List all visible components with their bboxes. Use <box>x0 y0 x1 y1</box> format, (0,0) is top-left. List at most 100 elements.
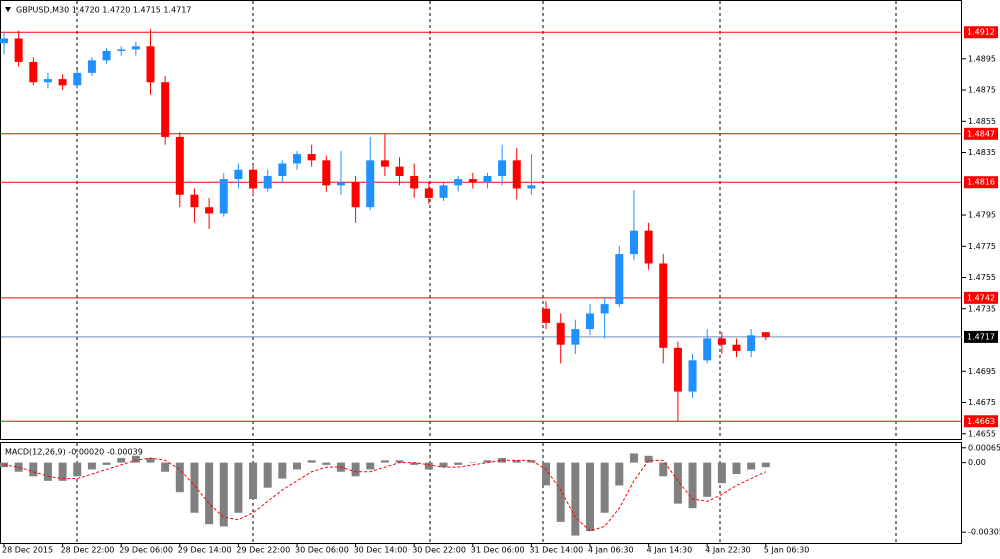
macd-frame <box>0 442 962 544</box>
macd-bar <box>380 460 389 463</box>
y-tick-label: 1.4775 <box>968 242 996 251</box>
macd-bar <box>439 462 448 468</box>
macd-bar <box>556 462 565 522</box>
macd-bar <box>586 462 594 532</box>
macd-bar <box>190 462 199 513</box>
level-label: 1.4742 <box>967 293 995 302</box>
macd-bar <box>717 462 726 484</box>
y-tick-label: 1.4655 <box>968 429 996 438</box>
y-tick-label: 1.4695 <box>968 367 996 376</box>
macd-bar <box>395 460 404 463</box>
macd-bar <box>58 462 67 481</box>
macd-bar <box>0 462 8 468</box>
macd-bar <box>629 453 638 463</box>
candle-body <box>424 188 433 198</box>
candle-body <box>263 175 272 189</box>
level-label: 1.4663 <box>967 417 995 426</box>
macd-bar <box>483 460 492 463</box>
macd-bar <box>424 462 433 470</box>
x-tick-label: 4 Jan 22:30 <box>705 546 751 555</box>
level-label-bg <box>964 176 998 189</box>
macd-bar <box>542 462 551 486</box>
chart-title: GBPUSD,M30 1.4720 1.4720 1.4715 1.4717 <box>16 6 191 15</box>
macd-bar <box>410 462 419 465</box>
candle-body <box>161 82 170 137</box>
candle-body <box>249 169 258 189</box>
macd-bar <box>468 462 477 464</box>
candle-body <box>117 49 126 51</box>
macd-bar <box>527 460 536 463</box>
candle-body <box>307 154 316 161</box>
x-tick-label: 31 Dec 06:00 <box>471 546 525 555</box>
candle-body <box>644 230 653 264</box>
macd-bar <box>131 455 140 463</box>
candle-body <box>278 163 287 176</box>
level-label: 1.4847 <box>967 129 995 138</box>
candle-body <box>703 338 712 361</box>
y-tick-label: 0.00065 <box>968 443 1000 452</box>
level-label-bg <box>964 127 998 140</box>
macd-bar <box>703 462 712 497</box>
candle-body <box>87 60 96 73</box>
candle-body <box>43 79 52 83</box>
menu-arrow[interactable] <box>5 7 11 12</box>
candle-body <box>586 313 594 330</box>
candle-body <box>571 329 580 345</box>
candle-body <box>483 175 492 183</box>
x-tick-label: 29 Dec 22:00 <box>236 546 290 555</box>
macd-bar <box>366 462 375 470</box>
y-tick-label: 1.4735 <box>968 304 996 313</box>
candle-body <box>366 160 375 208</box>
macd-bar <box>234 462 243 513</box>
candle-body <box>732 344 741 351</box>
candle-body <box>380 160 389 167</box>
x-tick-label: 5 Jan 06:30 <box>764 546 810 555</box>
macd-bar <box>293 462 301 470</box>
x-tick-label: 29 Dec 06:00 <box>119 546 173 555</box>
x-tick-label: 29 Dec 14:00 <box>178 546 232 555</box>
macd-bar <box>688 462 697 509</box>
candle-body <box>410 175 419 189</box>
macd-bar <box>43 462 52 481</box>
candle-body <box>468 179 477 183</box>
macd-bar <box>146 458 155 463</box>
macd-bar <box>161 462 170 472</box>
candle-body <box>498 160 507 176</box>
macd-bar <box>761 462 770 468</box>
macd-bar <box>659 462 668 477</box>
candle-body <box>58 79 67 86</box>
candle-body <box>673 347 682 392</box>
y-tick-label: 1.4895 <box>968 54 996 63</box>
macd-bar <box>747 462 756 470</box>
candle-body <box>395 166 404 176</box>
current-price-label: 1.4717 <box>967 332 995 341</box>
x-tick-label: 31 Dec 14:00 <box>529 546 583 555</box>
x-tick-label: 28 Dec 2015 <box>2 546 53 555</box>
macd-bar <box>29 462 38 477</box>
y-tick-label: 1.4855 <box>968 117 996 126</box>
candle-body <box>439 185 448 198</box>
candle-body <box>29 61 38 83</box>
y-tick-label: 0.00 <box>968 458 986 467</box>
candle-body <box>512 160 521 189</box>
candle-body <box>629 230 638 255</box>
macd-bar <box>219 462 228 527</box>
macd-title: MACD(12,26,9) -0.00020 -0.00039 <box>5 448 143 457</box>
candle-body <box>761 332 770 337</box>
macd-bar <box>175 462 184 493</box>
x-tick-label: 30 Dec 06:00 <box>295 546 349 555</box>
current-price-bg <box>964 330 998 343</box>
candle-body <box>556 322 565 345</box>
y-tick-label: -0.00305 <box>968 528 1000 537</box>
x-tick-label: 30 Dec 22:00 <box>412 546 466 555</box>
macd-bar <box>102 462 111 465</box>
macd-bar <box>322 462 331 465</box>
candle-body <box>102 50 111 61</box>
candle-body <box>146 46 155 83</box>
candle-body <box>219 179 228 214</box>
candle-body <box>190 194 199 208</box>
candle-body <box>73 72 82 86</box>
candle-body <box>542 308 551 323</box>
x-tick-label: 28 Dec 22:00 <box>61 546 115 555</box>
macd-bar <box>278 462 287 479</box>
